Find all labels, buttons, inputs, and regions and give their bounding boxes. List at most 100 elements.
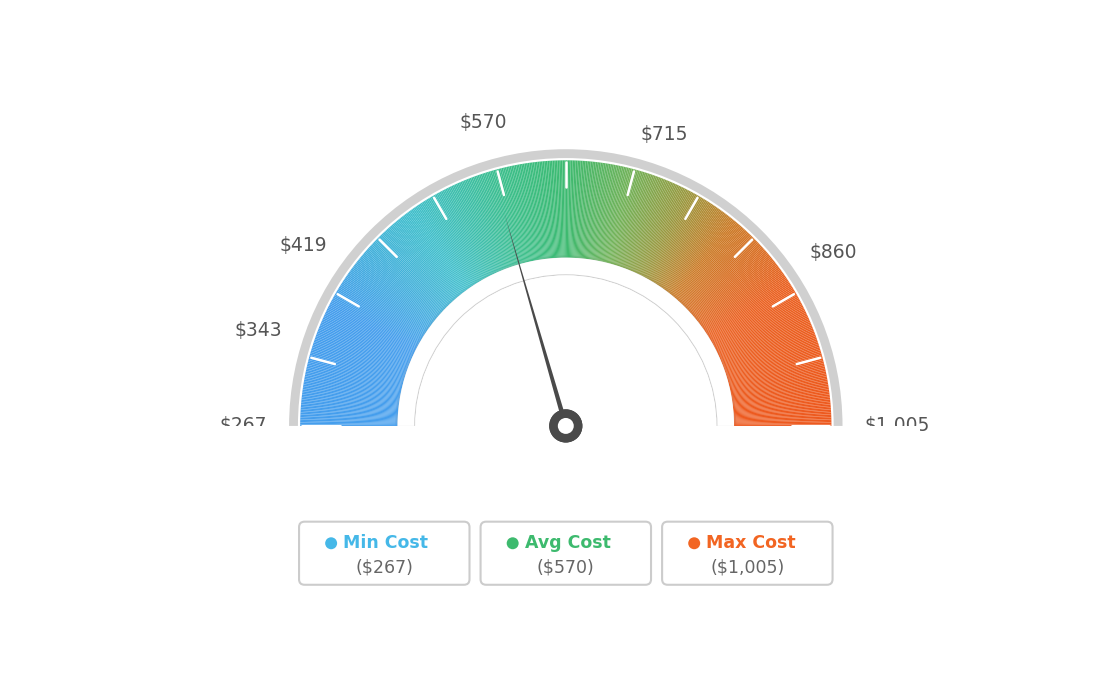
Wedge shape (300, 409, 397, 417)
Text: Avg Cost: Avg Cost (524, 534, 611, 552)
Wedge shape (593, 164, 611, 260)
Wedge shape (310, 353, 404, 381)
Text: $419: $419 (279, 236, 328, 255)
Wedge shape (375, 239, 446, 308)
Wedge shape (402, 216, 463, 294)
Wedge shape (351, 268, 431, 327)
Wedge shape (388, 228, 454, 301)
Wedge shape (418, 204, 473, 286)
Wedge shape (392, 224, 456, 299)
Wedge shape (532, 162, 545, 259)
Wedge shape (664, 210, 722, 290)
Text: $343: $343 (235, 322, 283, 340)
Wedge shape (358, 259, 435, 321)
Wedge shape (468, 178, 505, 270)
Wedge shape (704, 275, 786, 331)
Wedge shape (538, 161, 549, 259)
Wedge shape (448, 187, 492, 275)
Wedge shape (659, 206, 715, 287)
Wedge shape (575, 161, 583, 258)
Wedge shape (300, 414, 397, 420)
Wedge shape (725, 341, 818, 373)
Wedge shape (698, 261, 775, 322)
Wedge shape (724, 337, 817, 371)
Wedge shape (325, 313, 414, 355)
Wedge shape (464, 180, 502, 270)
Text: $860: $860 (809, 244, 857, 262)
Wedge shape (559, 160, 563, 258)
Wedge shape (484, 172, 514, 266)
Wedge shape (518, 164, 537, 260)
Wedge shape (314, 342, 406, 374)
Wedge shape (724, 336, 816, 370)
Wedge shape (734, 420, 831, 423)
Wedge shape (373, 241, 445, 310)
Wedge shape (459, 182, 499, 272)
Wedge shape (716, 308, 805, 353)
Wedge shape (661, 207, 718, 288)
Wedge shape (733, 393, 829, 406)
Wedge shape (302, 393, 399, 406)
Wedge shape (694, 254, 769, 318)
Wedge shape (521, 164, 539, 260)
Wedge shape (434, 195, 482, 280)
Wedge shape (603, 167, 625, 262)
Wedge shape (341, 282, 424, 336)
Wedge shape (302, 391, 399, 405)
Wedge shape (306, 368, 402, 391)
Wedge shape (696, 257, 772, 319)
Wedge shape (365, 250, 439, 315)
Wedge shape (616, 172, 646, 266)
Wedge shape (354, 263, 433, 324)
Wedge shape (581, 161, 591, 259)
Wedge shape (679, 229, 745, 302)
Wedge shape (582, 161, 593, 259)
Wedge shape (686, 239, 756, 308)
Wedge shape (617, 172, 648, 266)
Wedge shape (622, 175, 656, 268)
Wedge shape (692, 250, 766, 315)
Wedge shape (304, 380, 400, 397)
Wedge shape (308, 362, 403, 386)
Wedge shape (629, 180, 668, 270)
Wedge shape (721, 322, 811, 361)
Wedge shape (719, 316, 808, 357)
Wedge shape (342, 281, 425, 335)
Wedge shape (395, 221, 458, 297)
Wedge shape (404, 214, 465, 293)
Wedge shape (310, 351, 404, 379)
Wedge shape (655, 201, 708, 284)
Wedge shape (534, 162, 546, 259)
Wedge shape (369, 246, 442, 313)
Wedge shape (580, 161, 590, 258)
Wedge shape (689, 246, 762, 313)
Wedge shape (487, 172, 517, 265)
Wedge shape (584, 161, 596, 259)
Wedge shape (620, 175, 655, 267)
Wedge shape (500, 168, 526, 263)
Wedge shape (363, 253, 438, 317)
Wedge shape (729, 360, 824, 385)
Wedge shape (317, 333, 408, 368)
Wedge shape (724, 335, 816, 369)
Wedge shape (640, 188, 684, 275)
Wedge shape (300, 421, 397, 424)
Wedge shape (410, 210, 468, 290)
Wedge shape (689, 244, 761, 311)
Circle shape (688, 538, 700, 549)
Wedge shape (716, 307, 804, 351)
Wedge shape (721, 324, 811, 362)
Wedge shape (320, 324, 411, 362)
Wedge shape (477, 175, 511, 267)
Wedge shape (439, 192, 487, 278)
Wedge shape (709, 285, 792, 337)
Wedge shape (675, 224, 739, 298)
Wedge shape (436, 193, 485, 279)
Wedge shape (658, 204, 712, 286)
Wedge shape (301, 404, 399, 413)
Wedge shape (732, 388, 829, 403)
Wedge shape (627, 178, 664, 270)
Wedge shape (562, 160, 565, 257)
Wedge shape (330, 302, 417, 348)
Wedge shape (490, 171, 519, 265)
